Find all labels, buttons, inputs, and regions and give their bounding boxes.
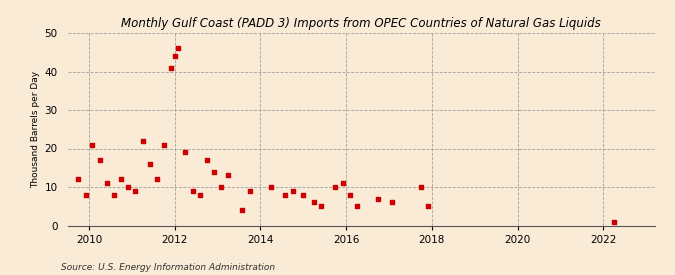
Point	[80, 192, 91, 197]
Point	[338, 181, 348, 185]
Point	[237, 208, 248, 212]
Point	[187, 189, 198, 193]
Point	[166, 65, 177, 70]
Title: Monthly Gulf Coast (PADD 3) Imports from OPEC Countries of Natural Gas Liquids: Monthly Gulf Coast (PADD 3) Imports from…	[122, 17, 601, 31]
Point	[95, 158, 105, 162]
Point	[244, 189, 255, 193]
Point	[87, 142, 98, 147]
Point	[330, 185, 341, 189]
Text: Source: U.S. Energy Information Administration: Source: U.S. Energy Information Administ…	[61, 263, 275, 272]
Point	[298, 192, 308, 197]
Point	[169, 54, 180, 58]
Point	[308, 200, 319, 205]
Point	[130, 189, 140, 193]
Point	[416, 185, 427, 189]
Point	[223, 173, 234, 178]
Y-axis label: Thousand Barrels per Day: Thousand Barrels per Day	[32, 71, 40, 188]
Point	[373, 196, 383, 201]
Point	[387, 200, 398, 205]
Point	[352, 204, 362, 208]
Point	[280, 192, 291, 197]
Point	[151, 177, 162, 182]
Point	[266, 185, 277, 189]
Point	[180, 150, 191, 155]
Point	[109, 192, 119, 197]
Point	[316, 204, 327, 208]
Point	[215, 185, 226, 189]
Point	[123, 185, 134, 189]
Point	[201, 158, 212, 162]
Point	[137, 139, 148, 143]
Point	[423, 204, 434, 208]
Point	[609, 219, 620, 224]
Point	[209, 169, 219, 174]
Point	[144, 162, 155, 166]
Point	[101, 181, 112, 185]
Point	[194, 192, 205, 197]
Point	[73, 177, 84, 182]
Point	[287, 189, 298, 193]
Point	[115, 177, 126, 182]
Point	[159, 142, 169, 147]
Point	[173, 46, 184, 51]
Point	[344, 192, 355, 197]
